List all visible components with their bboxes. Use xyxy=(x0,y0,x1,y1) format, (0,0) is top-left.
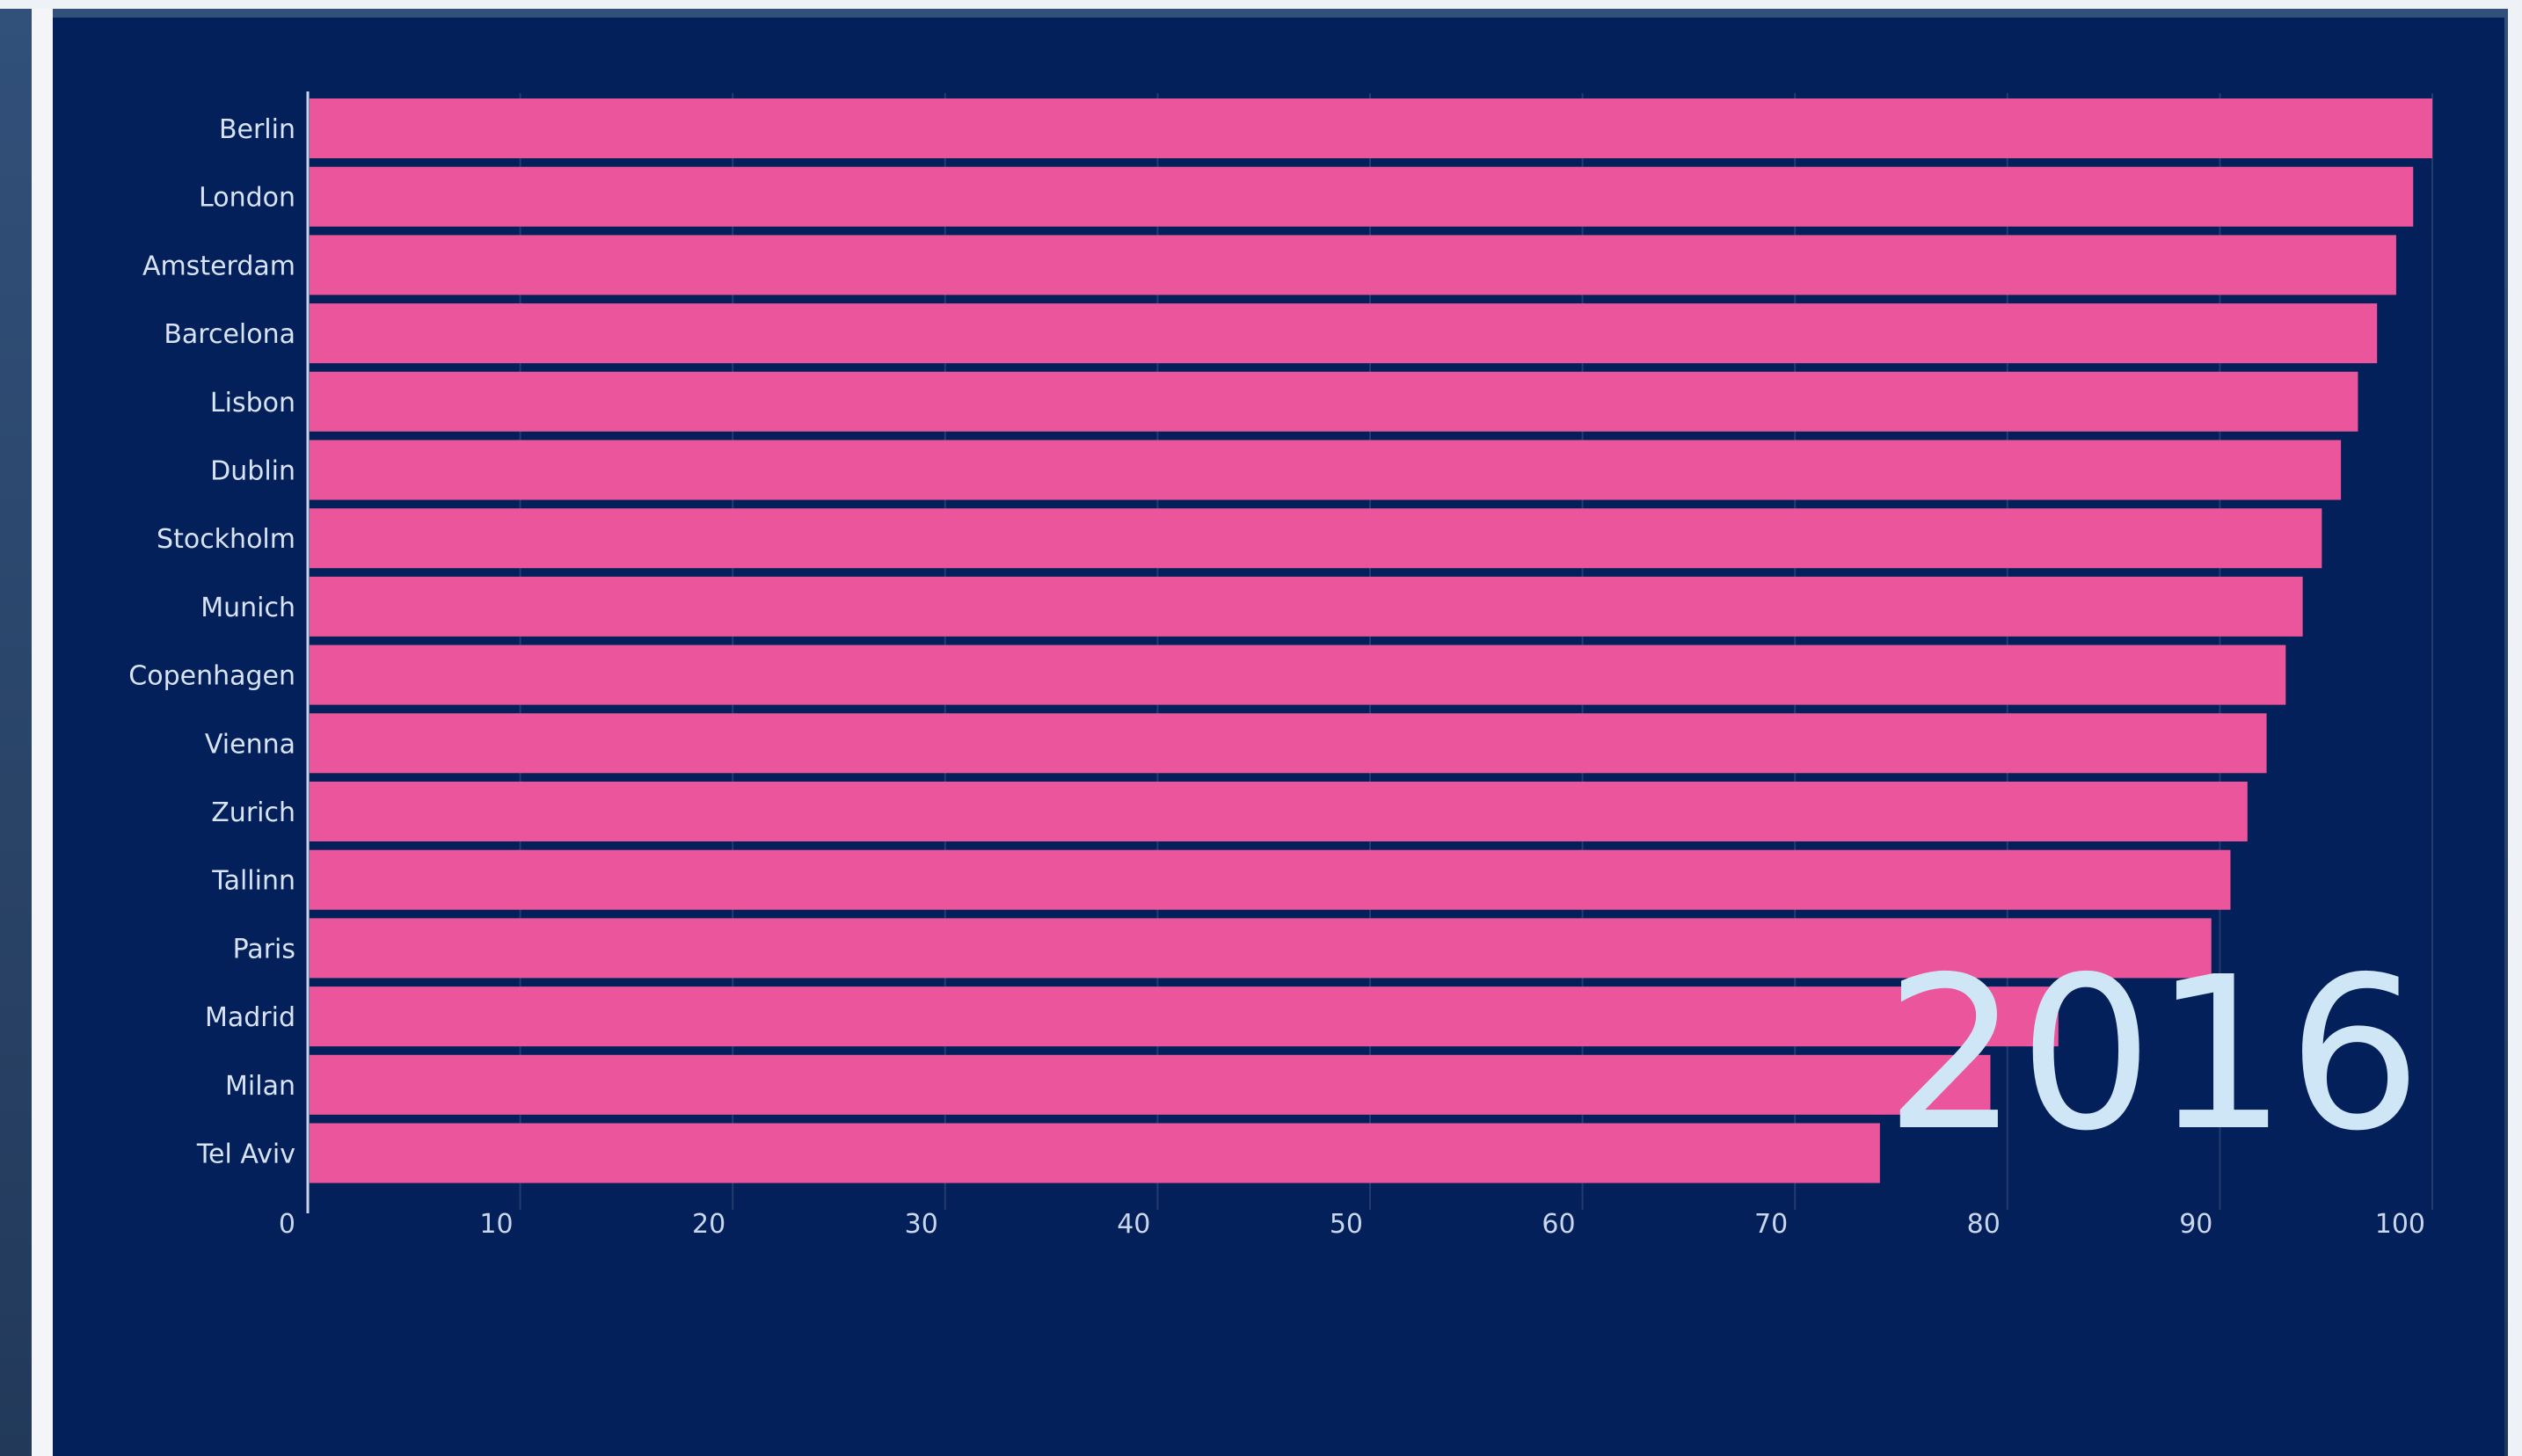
x-tick-label: 20 xyxy=(692,1209,725,1240)
x-tick-label: 80 xyxy=(1967,1209,2001,1240)
x-tick-label: 70 xyxy=(1754,1209,1788,1240)
x-tick-label: 100 xyxy=(2375,1209,2425,1240)
bar xyxy=(310,303,2378,364)
bar xyxy=(310,1123,1880,1183)
category-label: Stockholm xyxy=(157,524,295,555)
category-label: Tel Aviv xyxy=(196,1139,295,1170)
category-label: Barcelona xyxy=(164,319,295,350)
category-label: Copenhagen xyxy=(128,661,295,692)
category-label: Milan xyxy=(225,1071,295,1102)
category-label: Munich xyxy=(200,593,295,623)
bar xyxy=(310,235,2396,295)
bar xyxy=(310,98,2432,158)
bar xyxy=(310,576,2303,637)
chart-panel: Berlin London Amsterdam Barcelona Lisbon Dubl… xyxy=(53,18,2504,1456)
bar xyxy=(310,644,2286,705)
bar xyxy=(310,1054,1991,1115)
category-label: Dublin xyxy=(210,456,295,487)
category-label: Zurich xyxy=(211,797,295,828)
frame-left-border xyxy=(32,9,53,1456)
category-label: Amsterdam xyxy=(142,251,295,281)
bar xyxy=(310,849,2231,910)
category-label: London xyxy=(199,183,295,214)
x-tick-label: 90 xyxy=(2179,1209,2212,1240)
x-tick-label: 60 xyxy=(1542,1209,1575,1240)
bar xyxy=(310,166,2414,227)
bar xyxy=(310,713,2267,774)
category-label: Tallinn xyxy=(211,866,295,897)
category-label: Berlin xyxy=(219,114,295,145)
category-label: Madrid xyxy=(205,1002,295,1033)
category-label: Vienna xyxy=(205,729,295,760)
category-labels: Berlin London Amsterdam Barcelona Lisbon Dubl… xyxy=(128,114,295,1170)
x-tick-label: 0 xyxy=(279,1209,295,1240)
x-tick-label: 40 xyxy=(1117,1209,1150,1240)
bar xyxy=(310,508,2322,569)
bar xyxy=(310,371,2358,432)
category-label: Paris xyxy=(233,934,295,965)
bar xyxy=(310,986,2059,1047)
bar xyxy=(310,918,2212,979)
category-label: Lisbon xyxy=(210,388,295,419)
frame-right-border xyxy=(2508,0,2522,1456)
x-tick-label: 50 xyxy=(1330,1209,1363,1240)
frame-top-border xyxy=(0,0,2522,9)
bar-chart: Berlin London Amsterdam Barcelona Lisbon Dubl… xyxy=(128,91,2433,1240)
bar xyxy=(310,782,2248,841)
bar xyxy=(310,440,2342,500)
year-label: 2016 xyxy=(1884,931,2422,1177)
x-tick-label: 10 xyxy=(479,1209,513,1240)
bars xyxy=(310,98,2432,1183)
x-axis-ticks: 0 10 20 30 40 50 60 70 80 90 100 xyxy=(279,1209,2425,1240)
x-tick-label: 30 xyxy=(905,1209,938,1240)
